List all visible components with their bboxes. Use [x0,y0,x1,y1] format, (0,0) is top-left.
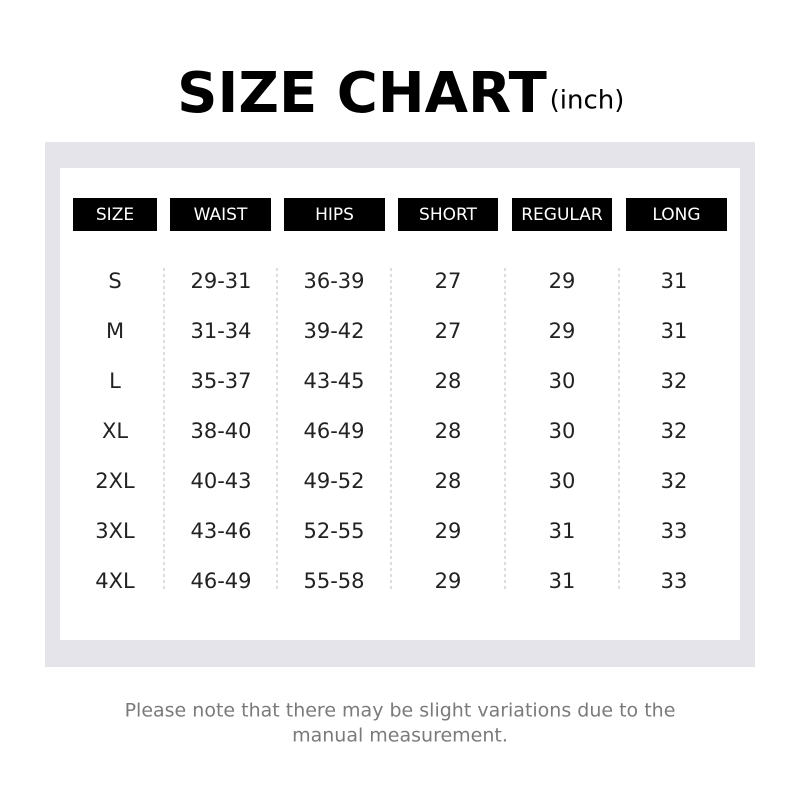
table-cell: 33 [661,519,688,543]
header-cell [73,198,157,231]
unit: (inch) [550,86,625,116]
table-cell: 46-49 [303,419,364,443]
table-cell: 4XL [95,569,135,593]
table-cell: 36-39 [303,269,364,293]
table-cell: 38-40 [190,419,251,443]
table-cell: 29 [549,269,576,293]
header-label: WAIST [194,205,248,225]
table-cell: 28 [435,369,462,393]
table-cell: 29-31 [190,269,251,293]
title: SIZE CHART [177,61,547,126]
table-cell: 39-42 [303,319,364,343]
note-line: manual measurement. [292,725,508,747]
table-cell: 31 [661,269,688,293]
table-cell: 30 [549,469,576,493]
table-cell: 30 [549,369,576,393]
table-cell: 33 [661,569,688,593]
table-cell: S [108,269,121,293]
table-cell: 29 [549,319,576,343]
table-cell: L [109,369,121,393]
header-cell [626,198,727,231]
table-cell: 31 [549,519,576,543]
header-cell [398,198,498,231]
table-cell: 3XL [95,519,135,543]
note-line: Please note that there may be slight var… [125,700,676,722]
table-cell: 27 [435,269,462,293]
table-cell: 55-58 [303,569,364,593]
table-cell: 31 [661,319,688,343]
table-cell: 31 [549,569,576,593]
table-cell: 43-45 [303,369,364,393]
table-cell: 32 [661,469,688,493]
table-cell: 29 [435,519,462,543]
table-cell: 40-43 [190,469,251,493]
table-cell: 28 [435,469,462,493]
table-cell: 28 [435,419,462,443]
header-label: HIPS [315,205,354,225]
table-cell: 2XL [95,469,135,493]
table-cell: 31-34 [190,319,251,343]
table-cell: 29 [435,569,462,593]
header-cell [284,198,385,231]
header-label: LONG [652,205,700,225]
header-label: SHORT [419,205,478,225]
table-panel [60,168,740,640]
table-cell: 46-49 [190,569,251,593]
header-cell [170,198,271,231]
header-label: SIZE [96,205,134,225]
header-label: REGULAR [521,205,603,225]
table-cell: 49-52 [303,469,364,493]
header-cell [512,198,612,231]
table-cell: M [106,319,124,343]
table-cell: 32 [661,419,688,443]
table-cell: 52-55 [303,519,364,543]
table-cell: 27 [435,319,462,343]
table-cell: 30 [549,419,576,443]
table-cell: 43-46 [190,519,251,543]
table-cell: 35-37 [190,369,251,393]
table-cell: 32 [661,369,688,393]
table-cell: XL [102,419,128,443]
